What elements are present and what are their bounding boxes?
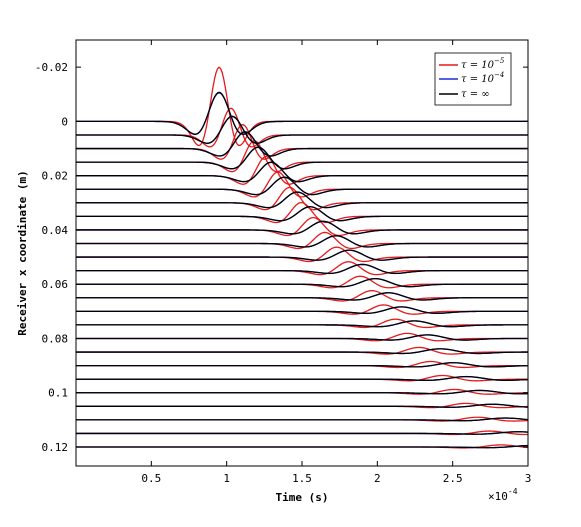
series-black [76, 91, 529, 449]
legend-box [434, 52, 512, 106]
y-tick-label: 0.12 [42, 441, 69, 454]
y-tick-label: 0.1 [48, 387, 68, 400]
trace-line [76, 334, 528, 341]
trace-line [76, 161, 528, 183]
svg-text:×10-4: ×10-4 [488, 487, 518, 503]
legend-item-blue: τ = 10−4 [439, 71, 504, 85]
y-tick-label: 0.02 [42, 170, 69, 183]
trace-line [76, 146, 528, 170]
legend-label-blue-exp: −4 [494, 71, 504, 79]
trace-line [76, 176, 528, 196]
trace-line [76, 290, 528, 302]
x-multiplier-exp: -4 [508, 487, 518, 496]
legend-label-black-base: τ = [461, 89, 481, 100]
trace-line [76, 235, 528, 248]
x-tick-label: 1.5 [292, 472, 312, 485]
trace-line [76, 292, 528, 301]
trace-line [76, 206, 528, 222]
x-tick-label: 0.5 [141, 472, 161, 485]
trace-line [76, 140, 528, 173]
trace-line [76, 231, 528, 250]
trace-line [76, 131, 528, 157]
trace-line [76, 201, 528, 224]
y-tick-label: 0.06 [42, 278, 69, 291]
y-axis: -0.02 0 0.02 0.04 0.06 0.08 0.1 0.12 [35, 61, 528, 454]
trace-line [76, 320, 528, 328]
x-tick-label: 2 [374, 472, 381, 485]
trace-line [76, 146, 528, 170]
trace-line [76, 124, 528, 160]
trace-line [76, 246, 528, 263]
trace-line [76, 263, 528, 275]
trace-line [76, 216, 528, 237]
trace-line [76, 261, 528, 276]
trace-line [76, 249, 528, 261]
trace-line [76, 91, 528, 136]
trace-line [76, 278, 528, 288]
trace-line [76, 131, 528, 157]
legend-item-black: τ = ∞ [439, 89, 490, 100]
svg-text:τ = 10−5: τ = 10−5 [461, 57, 505, 71]
trace-line [76, 220, 528, 235]
y-tick-label: 0 [61, 115, 68, 128]
trace-line [76, 176, 528, 196]
x-multiplier: ×10-4 [488, 487, 518, 503]
svg-text:τ = ∞: τ = ∞ [461, 89, 490, 100]
y-tick-label: -0.02 [35, 61, 68, 74]
svg-text:τ = 10−4: τ = 10−4 [461, 71, 504, 85]
trace-line [76, 304, 528, 315]
trace-line [76, 360, 528, 369]
trace-line [76, 155, 528, 185]
trace-line [76, 444, 529, 449]
x-multiplier-base: ×10 [488, 490, 508, 503]
legend-item-red: τ = 10−5 [439, 57, 505, 71]
y-tick-label: 0.08 [42, 332, 69, 345]
x-axis-label: Time (s) [276, 491, 329, 504]
x-axis: 0.5 1 1.5 2 2.5 3 [141, 40, 531, 485]
x-tick-label: 1 [223, 472, 230, 485]
trace-line [76, 235, 528, 248]
x-tick-label: 3 [525, 472, 532, 485]
trace-line [76, 306, 528, 314]
trace-line [76, 389, 529, 395]
legend: τ = 10−5 τ = 10−4 τ = ∞ [434, 52, 512, 106]
trace-line [76, 115, 528, 144]
trace-line [76, 417, 529, 422]
trace-line [76, 334, 528, 341]
trace-line [76, 275, 528, 289]
legend-label-black-exp: ∞ [481, 89, 489, 100]
trace-line [76, 431, 529, 435]
trace-line [76, 277, 528, 288]
y-tick-label: 0.04 [42, 224, 69, 237]
trace-line [76, 107, 528, 148]
trace-line [76, 375, 529, 381]
trace-group [76, 66, 529, 449]
trace-line [76, 348, 528, 355]
x-tick-label: 2.5 [443, 472, 463, 485]
trace-line [76, 346, 528, 355]
trace-line [76, 292, 528, 301]
trace-line [76, 191, 528, 209]
legend-label-red-exp: −5 [494, 57, 505, 65]
y-axis-label: Receiver x coordinate (m) [16, 170, 29, 336]
trace-line [76, 403, 529, 408]
legend-label-blue-base: τ = 10 [461, 74, 495, 85]
trace-line [76, 115, 528, 144]
trace-line [76, 362, 529, 368]
legend-label-red-base: τ = 10 [461, 60, 495, 71]
